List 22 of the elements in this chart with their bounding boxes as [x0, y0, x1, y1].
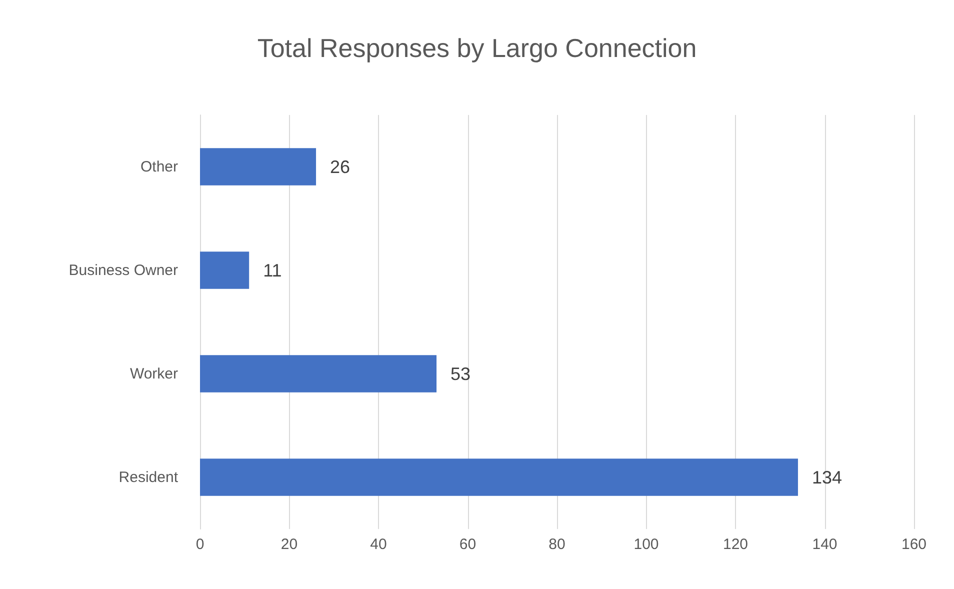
x-tick-label: 120 [722, 536, 748, 553]
chart-title: Total Responses by Largo Connection [257, 33, 697, 63]
bar [200, 148, 316, 186]
y-tick-label: Business Owner [68, 262, 178, 279]
x-tick-label: 20 [280, 536, 298, 553]
bar [200, 355, 437, 392]
x-tick-label: 40 [370, 536, 387, 553]
data-label: 26 [330, 156, 350, 177]
x-tick-label: 160 [901, 536, 927, 553]
x-tick-label: 100 [634, 536, 659, 553]
bar [200, 252, 250, 289]
x-tick-label: 0 [196, 536, 204, 553]
x-tick-label: 60 [459, 536, 476, 553]
y-tick-label: Worker [130, 365, 178, 382]
y-tick-label: Resident [118, 468, 179, 486]
data-label: 134 [812, 467, 842, 488]
data-label: 11 [263, 260, 282, 280]
y-tick-label: Other [140, 158, 178, 176]
bar [200, 458, 798, 496]
x-tick-label: 80 [548, 536, 566, 553]
data-label: 53 [450, 364, 471, 384]
x-tick-label: 140 [812, 536, 838, 553]
